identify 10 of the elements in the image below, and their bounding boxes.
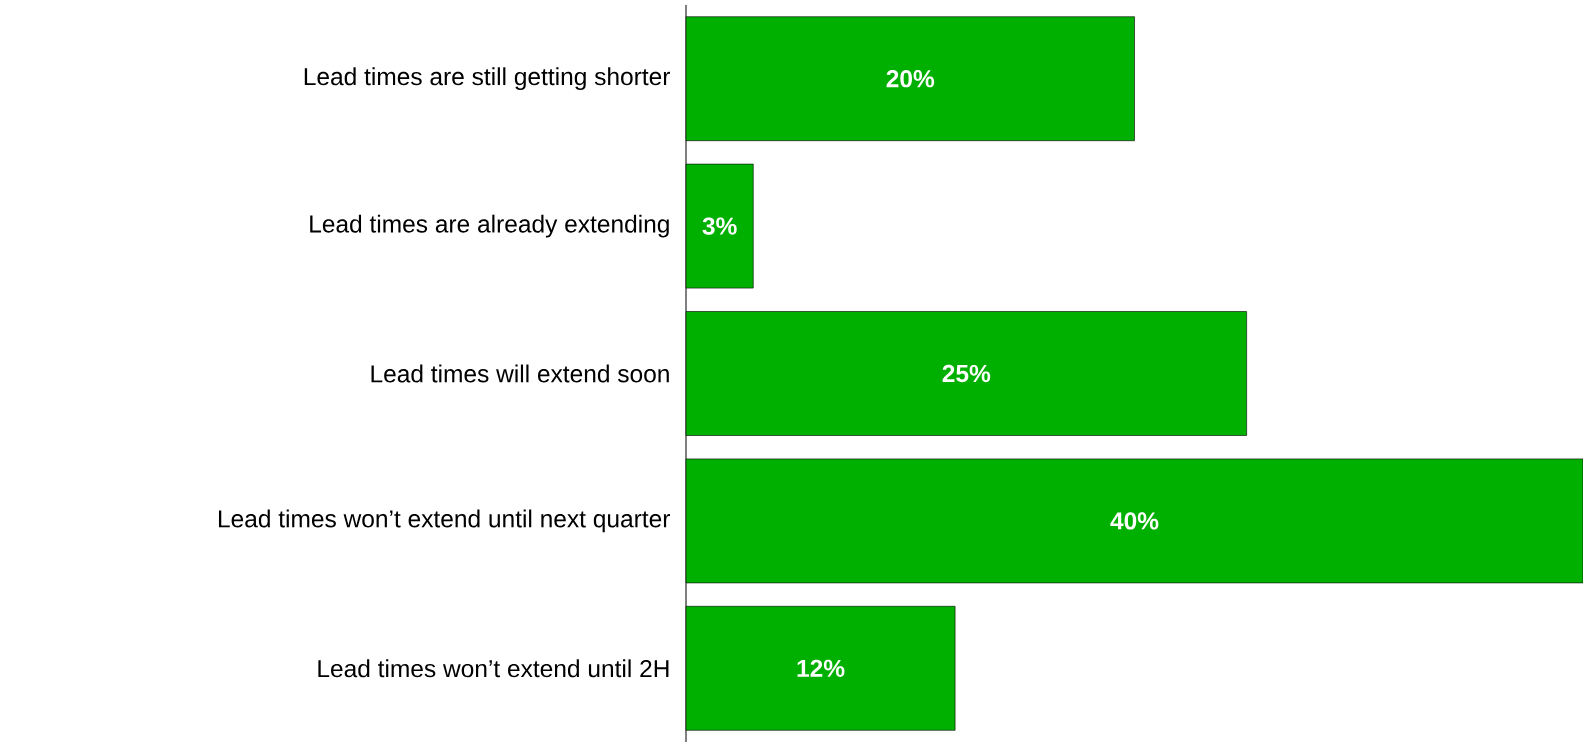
data-label: 12% [797, 659, 845, 677]
data-label: 25% [942, 364, 991, 383]
data-label: 3% [702, 217, 737, 235]
y-tick-label: Lead times are already extending [310, 214, 669, 238]
y-tick-label: Lead times won’t extend until 2H [318, 659, 669, 678]
data-label: 40% [1110, 512, 1159, 530]
y-tick-label: Lead times won’t extend until next quarter [218, 509, 670, 533]
data-label: 20% [886, 70, 935, 88]
y-tick-label: Lead times are still getting shorter [304, 67, 671, 91]
y-tick-label: Lead times will extend soon [371, 364, 669, 383]
